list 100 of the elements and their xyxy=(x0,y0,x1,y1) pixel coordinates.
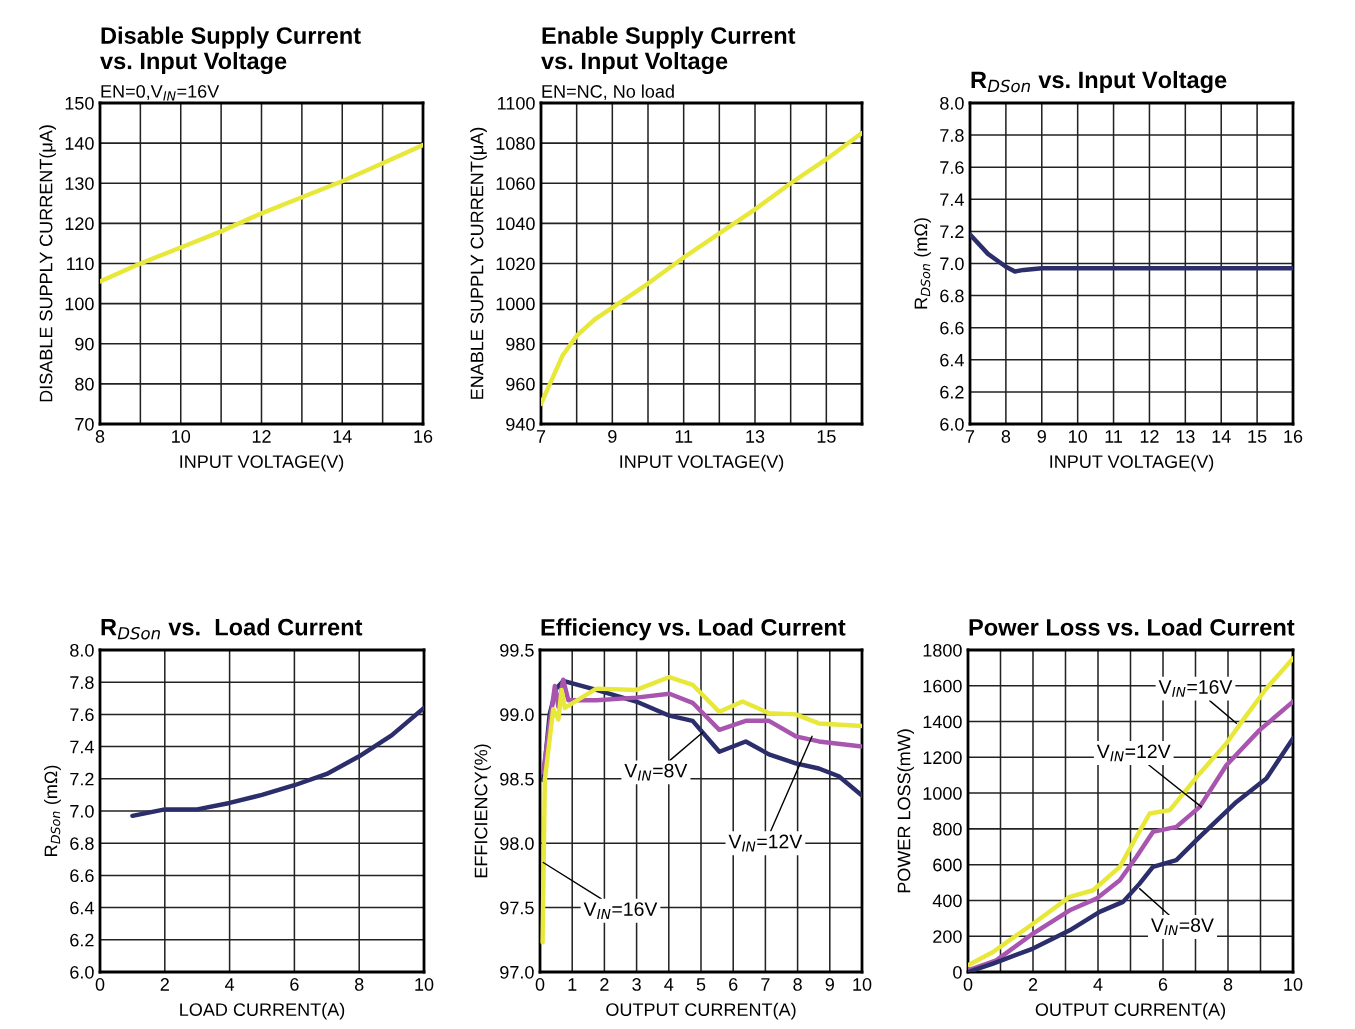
y-tick-label: 140 xyxy=(65,137,94,150)
y-tick-label: 960 xyxy=(506,377,535,391)
x-axis-title: LOAD CURRENT(A) xyxy=(180,1002,345,1020)
y-tick-label: 7.8 xyxy=(940,129,964,142)
x-tick-label: 4 xyxy=(1093,978,1103,991)
x-tick-label: 4 xyxy=(224,978,235,991)
y-tick-label: 150 xyxy=(65,96,94,110)
y-tick-label: 99.0 xyxy=(500,708,534,722)
x-tick-label: 16 xyxy=(414,430,433,443)
x-tick-label: 6 xyxy=(1158,978,1168,991)
y-tick-label: 1800 xyxy=(923,643,962,657)
x-tick-label: 8 xyxy=(354,978,364,991)
y-tick-label: 120 xyxy=(65,217,94,231)
x-axis-title: OUTPUT CURRENT(A) xyxy=(606,1002,796,1020)
y-tick-label: 7.6 xyxy=(70,708,94,722)
x-tick-label: 7 xyxy=(965,430,975,443)
y-tick-label: 6.2 xyxy=(940,385,964,399)
y-tick-label: 1040 xyxy=(496,217,535,231)
x-tick-label: 12 xyxy=(1140,430,1159,443)
y-tick-label: 800 xyxy=(933,822,962,836)
x-tick-label: 8 xyxy=(1001,430,1011,443)
y-tick-label: 7.6 xyxy=(940,161,964,174)
y-tick-label: 7.0 xyxy=(70,804,94,818)
y-tick-label: 1000 xyxy=(496,297,535,311)
y-tick-label: 6.0 xyxy=(940,417,964,431)
x-tick-label: 16 xyxy=(1284,430,1303,443)
y-tick-label: 1000 xyxy=(923,787,962,800)
x-tick-label: 0 xyxy=(535,978,545,991)
x-tick-label: 10 xyxy=(1069,430,1087,443)
line-series xyxy=(541,130,862,407)
chart-title: Enable Supply Current vs. Input Voltage xyxy=(541,26,796,75)
y-tick-label: 7.4 xyxy=(940,193,964,206)
x-tick-label: 2 xyxy=(1028,978,1038,991)
x-tick-label: 6 xyxy=(729,978,738,991)
y-tick-label: 980 xyxy=(506,337,535,351)
annotation: V$_{IN}$=16V xyxy=(1158,680,1233,697)
x-tick-label: 12 xyxy=(252,430,271,443)
x-tick-label: 8 xyxy=(95,430,105,443)
y-tick-label: 90 xyxy=(75,337,94,351)
x-tick-label: 11 xyxy=(1105,430,1123,443)
chart-subtitle: EN=0,V$_{IN}$=16V xyxy=(101,85,220,101)
chart-title: Power Loss vs. Load Current xyxy=(969,618,1295,636)
chart-title: R$_{DSon}$ vs. Input Voltage xyxy=(971,70,1227,94)
y-tick-label: 1020 xyxy=(496,257,535,271)
y-tick-label: 1060 xyxy=(496,177,535,190)
annotation: V$_{IN}$=8V xyxy=(1150,918,1214,936)
y-tick-label: 6.6 xyxy=(70,869,94,883)
x-axis-title: INPUT VOLTAGE(V) xyxy=(180,454,344,472)
x-axis-title: OUTPUT CURRENT(A) xyxy=(1035,1002,1226,1020)
y-tick-label: 7.2 xyxy=(940,225,964,238)
y-tick-label: 1200 xyxy=(923,751,962,765)
annotation: V$_{IN}$=12V xyxy=(728,834,803,852)
y-tick-label: 6.6 xyxy=(940,321,964,335)
x-tick-label: 1 xyxy=(568,978,577,991)
y-axis-title: ENABLE SUPPLY CURRENT(μA) xyxy=(470,127,487,399)
annotation: V$_{IN}$=16V xyxy=(583,902,658,919)
y-axis-title: R$_{DSon}$ (mΩ) xyxy=(44,765,61,856)
y-tick-label: 7.8 xyxy=(70,676,94,689)
x-tick-label: 8 xyxy=(793,978,802,991)
y-axis-title: POWER LOSS(mW) xyxy=(897,729,914,893)
y-tick-label: 6.2 xyxy=(70,933,94,947)
y-axis-title: R$_{DSon}$ (mΩ) xyxy=(914,218,931,309)
x-tick-label: 11 xyxy=(675,430,693,443)
x-tick-label: 14 xyxy=(1212,430,1231,443)
y-tick-label: 6.4 xyxy=(940,353,964,367)
x-tick-label: 10 xyxy=(1284,978,1303,991)
annotation: V$_{IN}$=8V xyxy=(624,763,688,781)
y-axis-title: DISABLE SUPPLY CURRENT(μA) xyxy=(39,125,56,402)
y-tick-label: 7.4 xyxy=(70,740,94,754)
y-tick-label: 8.0 xyxy=(940,96,964,110)
x-tick-label: 13 xyxy=(1176,430,1195,443)
y-tick-label: 110 xyxy=(67,257,94,271)
y-tick-label: 80 xyxy=(75,377,94,391)
x-tick-label: 9 xyxy=(825,978,834,991)
x-tick-label: 10 xyxy=(415,978,434,991)
x-tick-label: 9 xyxy=(1037,430,1046,443)
x-tick-label: 15 xyxy=(1248,430,1267,443)
x-tick-label: 2 xyxy=(160,978,169,991)
y-tick-label: 1400 xyxy=(923,715,962,729)
y-tick-label: 940 xyxy=(506,417,535,431)
x-tick-label: 3 xyxy=(632,978,641,991)
y-tick-label: 7.2 xyxy=(70,772,94,786)
x-tick-label: 0 xyxy=(963,978,973,991)
chart-subtitle: EN=NC, No load xyxy=(542,84,674,100)
chart-title: R$_{DSon}$ vs. Load Current xyxy=(101,618,363,640)
x-tick-label: 8 xyxy=(1223,978,1233,991)
y-tick-label: 100 xyxy=(65,297,94,311)
x-tick-label: 7 xyxy=(761,978,770,991)
y-tick-label: 130 xyxy=(65,177,94,190)
y-axis-title: EFFICIENCY(%) xyxy=(474,744,491,878)
line-series xyxy=(970,232,1293,274)
chart-title: Disable Supply Current vs. Input Voltage xyxy=(100,26,361,75)
y-tick-label: 70 xyxy=(75,417,94,431)
y-tick-label: 6.4 xyxy=(70,901,94,915)
x-tick-label: 15 xyxy=(817,430,836,443)
y-tick-label: 6.8 xyxy=(940,289,964,303)
y-tick-label: 98.0 xyxy=(500,837,534,850)
y-tick-label: 98.5 xyxy=(500,772,534,786)
y-tick-label: 1600 xyxy=(923,679,962,693)
x-tick-label: 7 xyxy=(536,430,546,443)
